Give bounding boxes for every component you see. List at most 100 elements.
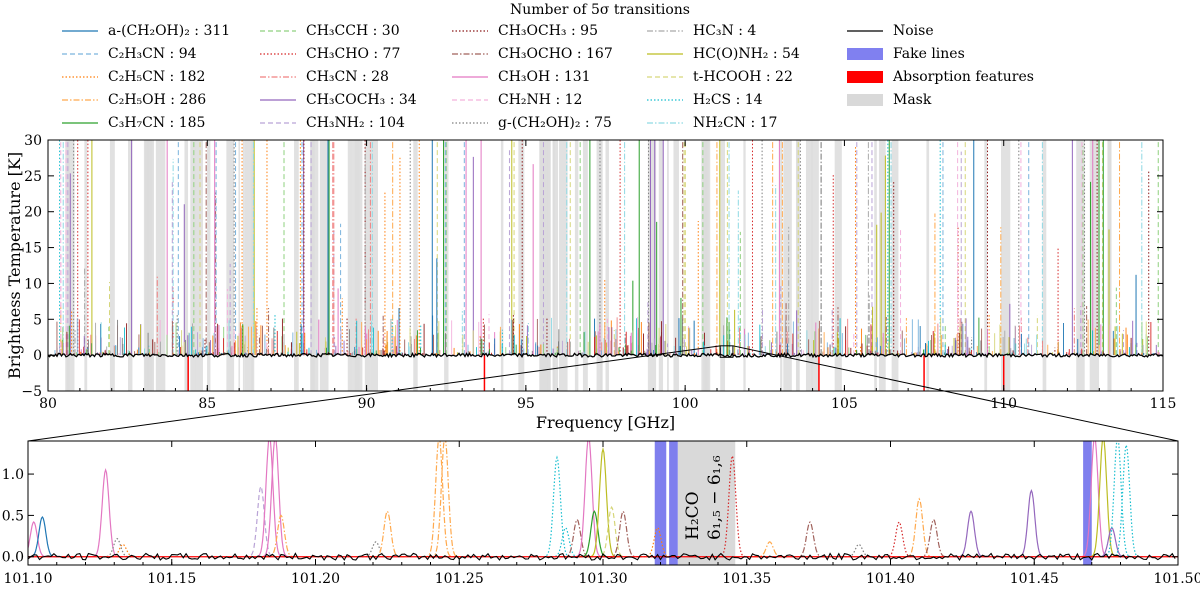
line-profile — [841, 543, 877, 558]
mask-band — [703, 140, 709, 391]
mask-band — [109, 140, 115, 391]
x-tick-label: 101.20 — [291, 571, 340, 587]
x-tick-label: 101.35 — [722, 571, 771, 587]
mask-band — [539, 140, 549, 391]
legend-label: C₃H₇CN : 185 — [108, 115, 206, 131]
legend-patch — [847, 71, 883, 83]
y-tick-label: 15 — [24, 241, 42, 257]
mask-band — [84, 140, 88, 391]
mask-band — [364, 140, 371, 391]
y-tick-label: 0 — [33, 348, 42, 364]
legend-swatch — [260, 30, 296, 32]
legend-label: CH₃CCH : 30 — [306, 23, 400, 39]
fake-line — [654, 441, 667, 565]
mask-band — [574, 140, 579, 391]
legend-label: Fake lines — [893, 46, 965, 62]
legend-swatch — [62, 99, 98, 101]
legend-label: HC(O)NH₂ : 54 — [693, 46, 800, 62]
mask-band — [1042, 140, 1047, 391]
y-tick-label: 20 — [24, 205, 42, 221]
h2co-annotation: H₂CO 6₁,₅ − 6₁,₆ — [683, 455, 725, 540]
mask-band — [190, 140, 196, 391]
x-tick-label: 115 — [1150, 396, 1177, 412]
zoom-box — [719, 345, 734, 358]
legend-label: C₂H₃CN : 94 — [108, 46, 197, 62]
mask-band — [195, 140, 203, 391]
legend-label: Absorption features — [893, 69, 1034, 85]
mask-band — [783, 140, 792, 391]
legend-swatch — [62, 122, 98, 124]
y-tick-label: 0.5 — [2, 508, 24, 524]
line-profile — [571, 441, 606, 558]
legend-entry: Fake lines — [845, 43, 965, 65]
mask-band — [518, 140, 525, 391]
legend-swatch — [452, 30, 488, 32]
legend-swatch — [647, 30, 683, 32]
line-profile — [421, 441, 457, 558]
mask-band — [128, 140, 133, 391]
mask-band — [147, 140, 150, 391]
legend-swatch — [260, 99, 296, 101]
mask-band — [242, 140, 245, 391]
mask-band — [834, 140, 842, 391]
legend-swatch — [452, 53, 488, 55]
y-tick-label: 1.0 — [2, 467, 24, 483]
legend-entry: HC(O)NH₂ : 54 — [645, 43, 800, 65]
legend-entry: Mask — [845, 89, 931, 111]
mask-region — [677, 441, 736, 565]
legend-swatch — [847, 30, 883, 32]
mask-band — [658, 140, 664, 391]
legend-swatch — [847, 48, 883, 60]
legend-entry: C₂H₅OH : 286 — [60, 89, 206, 111]
x-tick-label: 101.10 — [4, 571, 53, 587]
legend-label: C₂H₅OH : 286 — [108, 92, 207, 108]
x-tick-label: 101.45 — [1010, 571, 1059, 587]
mask-band — [878, 140, 886, 391]
legend-label: g-(CH₂OH)₂ : 75 — [498, 115, 612, 131]
line-profile — [594, 505, 629, 558]
fake-line — [1083, 441, 1092, 565]
legend-label: CH₂NH : 12 — [498, 92, 583, 108]
legend-swatch — [260, 76, 296, 78]
legend-entry: CH₃OCH₃ : 95 — [450, 20, 598, 42]
mask-band — [207, 140, 211, 391]
legend-entry: C₃H₇CN : 185 — [60, 112, 205, 134]
legend-swatch — [260, 53, 296, 55]
x-tick-label: 100 — [672, 396, 699, 412]
mask-band — [547, 140, 551, 391]
line-profile — [752, 541, 787, 558]
legend-label: H₂CS : 14 — [693, 92, 763, 108]
mask-band — [145, 140, 155, 391]
mask-band — [294, 140, 299, 391]
mask-band — [1000, 140, 1011, 391]
bottom-plot-area — [28, 441, 1178, 565]
legend-entry: g-(CH₂OH)₂ : 75 — [450, 112, 612, 134]
mask-band — [605, 140, 609, 391]
legend-entry: C₂H₅CN : 182 — [60, 66, 205, 88]
x-tick-label: 101.25 — [435, 571, 484, 587]
legend-patch — [847, 48, 883, 60]
legend-label: Mask — [893, 92, 932, 108]
line-profile — [105, 543, 141, 558]
legend-entry: NH₂CN : 17 — [645, 112, 777, 134]
line-profile — [99, 537, 135, 558]
legend-swatch — [847, 71, 883, 83]
mask-band — [596, 140, 603, 391]
legend-entry: CH₃COCH₃ : 34 — [258, 89, 417, 111]
x-tick-label: 101.15 — [147, 571, 196, 587]
legend-swatch — [452, 99, 488, 101]
legend-label: CH₃CN : 28 — [306, 69, 389, 85]
mask-band — [244, 140, 255, 391]
legend: Number of 5σ transitions a-(CH₂OH)₂ : 31… — [0, 0, 1200, 140]
fake-line — [669, 441, 678, 565]
legend-swatch — [647, 53, 683, 55]
mask-band — [370, 140, 378, 391]
x-tick-label: 105 — [831, 396, 858, 412]
mask-band — [984, 140, 988, 391]
mask-band — [350, 140, 360, 391]
legend-label: CH₃CHO : 77 — [306, 46, 401, 62]
legend-entry: CH₂NH : 12 — [450, 89, 582, 111]
mask-band — [413, 140, 418, 391]
legend-label: CH₃OH : 131 — [498, 69, 591, 85]
line-profile — [916, 518, 951, 558]
